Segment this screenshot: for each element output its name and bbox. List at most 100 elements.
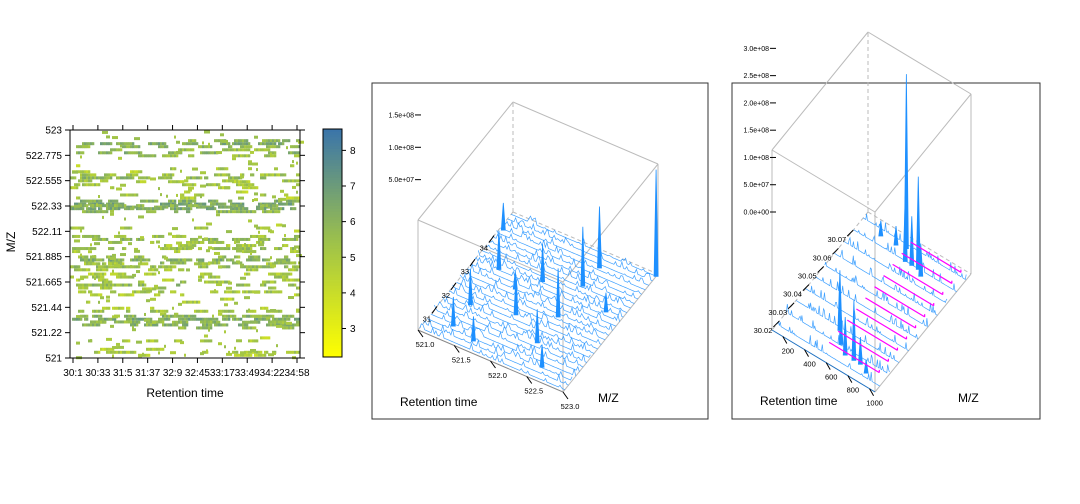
heatmap-cell bbox=[206, 249, 210, 253]
heatmap-cell bbox=[186, 244, 189, 248]
heatmap-cell bbox=[132, 173, 135, 177]
heatmap-cell bbox=[156, 205, 159, 209]
heatmap-cell bbox=[104, 176, 107, 180]
heatmap-cell bbox=[168, 244, 171, 248]
heatmap-cell bbox=[118, 306, 121, 310]
heatmap-cell bbox=[108, 207, 111, 211]
heatmap-y-tick-label: 523 bbox=[45, 126, 62, 137]
heatmap-cell bbox=[284, 193, 287, 197]
heatmap-cell bbox=[128, 275, 131, 279]
heatmap-cell bbox=[116, 176, 119, 180]
heatmap-cell bbox=[222, 247, 225, 251]
heatmap-cell bbox=[80, 314, 83, 318]
heatmap-cell bbox=[94, 183, 97, 187]
heatmap-cell bbox=[204, 145, 207, 149]
heatmap-cell bbox=[268, 323, 271, 327]
heatmap-cell bbox=[200, 272, 203, 276]
heatmap-cell bbox=[254, 339, 257, 343]
heatmap-cell bbox=[116, 240, 119, 244]
heatmap-cell bbox=[252, 309, 255, 313]
heatmap-cell bbox=[262, 176, 265, 180]
heatmap-cell bbox=[286, 326, 289, 330]
heatmap-cell bbox=[296, 190, 298, 194]
heatmap-cell bbox=[162, 207, 165, 211]
heatmap-cell bbox=[236, 255, 239, 259]
heatmap-cell bbox=[222, 167, 225, 171]
heatmap-cell bbox=[88, 199, 91, 203]
heatmap-cell bbox=[102, 320, 105, 324]
x-tick bbox=[847, 375, 853, 383]
heatmap-cell bbox=[212, 237, 215, 241]
heatmap-cell bbox=[252, 186, 255, 190]
heatmap-cell bbox=[134, 320, 137, 324]
heatmap-cell bbox=[272, 173, 275, 177]
heatmap-cell bbox=[170, 268, 173, 272]
heatmap-cell bbox=[190, 202, 193, 206]
heatmap-cell bbox=[284, 202, 287, 206]
heatmap-cell bbox=[128, 306, 131, 310]
heatmap-cell bbox=[184, 207, 187, 211]
heatmap-cell bbox=[136, 170, 139, 174]
heatmap-cell bbox=[98, 151, 101, 155]
heatmap-cell bbox=[86, 283, 89, 287]
heatmap-cell bbox=[118, 283, 121, 287]
heatmap-cell bbox=[102, 130, 108, 134]
heatmap-cell bbox=[258, 226, 261, 230]
heatmap-cell bbox=[128, 151, 131, 155]
heatmap-cell bbox=[128, 142, 131, 146]
heatmap-cell bbox=[276, 275, 279, 279]
heatmap-cell bbox=[228, 265, 231, 269]
heatmap-cell bbox=[90, 179, 93, 183]
heatmap-cell bbox=[274, 317, 277, 321]
heatmap-cell bbox=[236, 183, 239, 187]
heatmap-cell bbox=[92, 210, 95, 214]
heatmap-cell bbox=[168, 180, 171, 184]
heatmap-cell bbox=[168, 232, 172, 236]
heatmap-cell bbox=[134, 145, 137, 149]
heatmap-cell bbox=[168, 265, 171, 269]
heatmap-cell bbox=[90, 234, 93, 238]
heatmap-cell bbox=[244, 148, 247, 152]
heatmap-cell bbox=[112, 240, 115, 244]
spectrum-scan bbox=[426, 318, 573, 381]
heatmap-cell bbox=[100, 258, 103, 262]
heatmap-cell bbox=[70, 205, 73, 209]
heatmap-cell bbox=[246, 326, 249, 330]
heatmap-cell bbox=[246, 268, 249, 272]
heatmap-cell bbox=[106, 350, 109, 354]
heatmap-cell bbox=[210, 272, 213, 276]
heatmap-cell bbox=[282, 272, 285, 276]
heatmap-cell bbox=[198, 226, 201, 230]
heatmap-cell bbox=[148, 258, 151, 262]
heatmap-cell bbox=[216, 290, 219, 294]
y-tick bbox=[787, 302, 795, 310]
heatmap-cell bbox=[240, 247, 243, 251]
heatmap-cell bbox=[78, 179, 81, 183]
heatmap-cell bbox=[234, 142, 237, 146]
heatmap-cell bbox=[138, 265, 141, 269]
heatmap-cell bbox=[150, 323, 153, 327]
heatmap-cell bbox=[94, 234, 97, 238]
heatmap-cell bbox=[148, 176, 151, 180]
heatmap-cell bbox=[258, 142, 261, 146]
heatmap-cell bbox=[236, 249, 242, 253]
heatmap-cell bbox=[192, 204, 195, 208]
heatmap-cell bbox=[208, 272, 211, 276]
heatmap-cell bbox=[136, 180, 139, 184]
heatmap-cell bbox=[120, 283, 123, 287]
heatmap-cell bbox=[194, 193, 197, 197]
heatmap-cell bbox=[180, 196, 183, 200]
heatmap-cell bbox=[78, 286, 81, 290]
heatmap-cell bbox=[268, 148, 271, 152]
colorbar-segment bbox=[323, 339, 342, 344]
heatmap-cell bbox=[146, 262, 149, 266]
heatmap-cell bbox=[90, 183, 93, 187]
heatmap-cell bbox=[236, 139, 239, 143]
heatmap-cell bbox=[248, 142, 251, 146]
heatmap-cell bbox=[188, 244, 191, 248]
heatmap-cell bbox=[220, 255, 223, 259]
colorbar-segment bbox=[323, 203, 342, 207]
heatmap-cell bbox=[226, 258, 229, 262]
heatmap-cell bbox=[246, 350, 249, 354]
heatmap-cell bbox=[98, 300, 100, 304]
